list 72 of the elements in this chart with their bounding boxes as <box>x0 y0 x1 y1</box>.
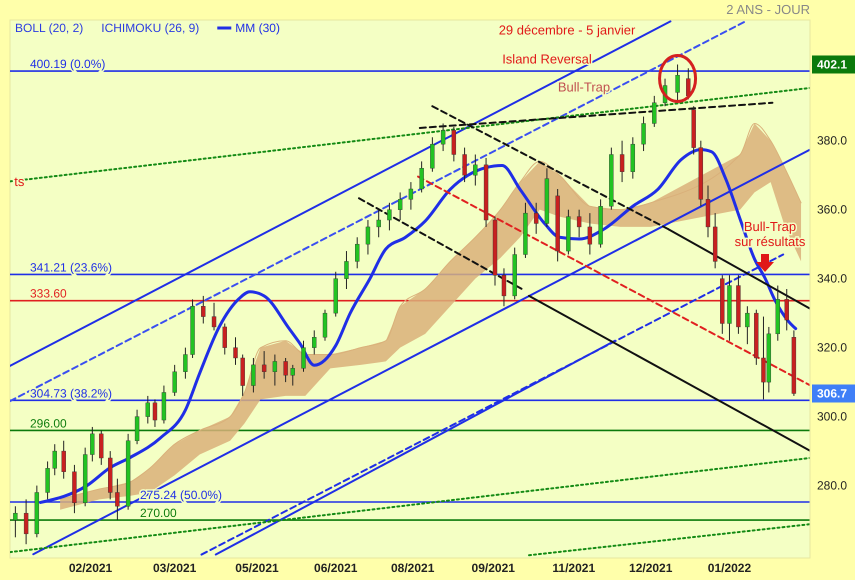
annotation: 306.7 <box>817 386 848 401</box>
candlestick <box>462 147 467 183</box>
candlestick <box>686 68 690 100</box>
x-tick-label: 06/2021 <box>314 560 358 575</box>
candlestick <box>183 347 188 380</box>
y-tick-label: 300.0 <box>817 409 848 424</box>
annotation: Bull-Trap <box>558 80 610 95</box>
candlestick <box>251 357 256 393</box>
candlestick <box>576 209 582 238</box>
candlestick <box>502 268 506 307</box>
candlestick <box>152 398 158 428</box>
candlestick <box>290 364 295 386</box>
x-tick-label: 08/2021 <box>390 560 435 575</box>
candlestick <box>212 302 216 331</box>
candlestick <box>387 202 392 231</box>
candlestick <box>355 236 360 269</box>
ref-line-label: 304.73 (38.2%) <box>30 386 112 400</box>
y-tick-label: 280.0 <box>817 478 848 492</box>
annotation: 29 décembre - 5 janvier <box>498 22 636 38</box>
ref-line-label: 296.00 <box>30 416 68 430</box>
candlestick <box>745 306 750 345</box>
candlestick <box>262 350 266 380</box>
candlestick <box>473 154 478 186</box>
candlestick <box>283 357 288 383</box>
y-tick-label: 380.0 <box>817 134 848 148</box>
candlestick <box>419 160 424 193</box>
legend-label: MM (30) <box>235 21 280 35</box>
candlestick <box>376 209 381 238</box>
annotation: ICHIMOKU (26, 9) <box>101 21 200 35</box>
chart-subtitle: 2 ANS - JOUR <box>726 2 810 17</box>
candlestick <box>620 140 624 183</box>
x-tick-label: 11/2021 <box>552 560 596 575</box>
candlestick <box>272 354 278 386</box>
annotation: BOLL (20, 2) <box>15 21 84 35</box>
candlestick <box>301 340 306 372</box>
candlestick <box>440 122 446 152</box>
candlestick <box>652 95 656 128</box>
x-tick-label: 03/2021 <box>152 560 197 575</box>
y-tick-label: 320.0 <box>817 340 848 354</box>
x-tick-label: 01/2022 <box>708 560 752 575</box>
x-tick-label: 02/2021 <box>68 560 113 575</box>
candlestick <box>344 250 349 290</box>
candlestick <box>61 440 66 480</box>
candlestick <box>172 364 177 396</box>
candlestick <box>146 395 150 424</box>
candlestick <box>233 336 238 366</box>
x-tick-label: 05/2021 <box>235 560 279 575</box>
y-tick-label: 340.0 <box>817 271 848 286</box>
candlestick <box>24 498 28 545</box>
x-tick-label: 12/2021 <box>629 560 673 575</box>
annotation: 402.1 <box>817 58 848 72</box>
candlestick <box>13 506 18 538</box>
candlestick <box>312 330 316 356</box>
candlestick <box>784 288 789 331</box>
candlestick <box>366 220 370 256</box>
annotation: Island Reversal <box>502 52 592 67</box>
candlestick <box>398 192 402 221</box>
candlestick <box>90 426 95 462</box>
x-tick-label: 09/2021 <box>472 560 516 575</box>
ref-line-label: 270.00 <box>140 506 178 520</box>
y-tick-label: 360.0 <box>817 202 848 217</box>
candlestick <box>222 322 227 356</box>
candlestick <box>201 295 206 324</box>
ref-line-label: 333.60 <box>30 286 68 301</box>
ref-line-label: 341.21 (23.6%) <box>30 260 112 274</box>
candlestick <box>534 202 538 234</box>
candlestick <box>408 182 414 210</box>
candlestick <box>52 444 57 476</box>
ref-line-label: 400.19 (0.0%) <box>30 57 106 72</box>
candlestick <box>115 478 120 521</box>
candlestick <box>641 116 646 152</box>
candlestick <box>588 212 592 256</box>
